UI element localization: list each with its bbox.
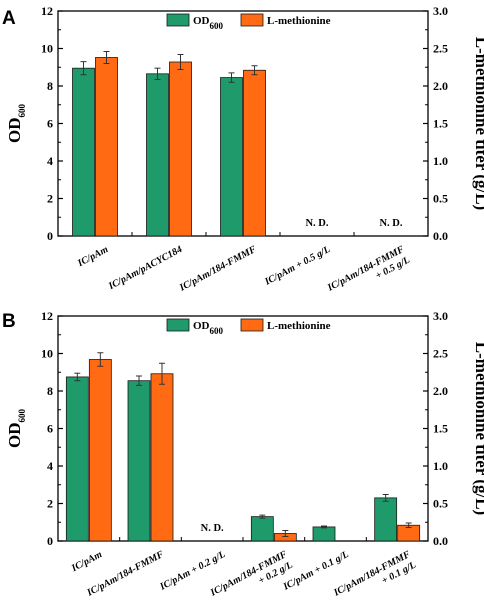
chart-panel-B: B 0 2 4 6 8 10 12 0.0 0.5 1.0 1.5 2.0 2.5 3.0 OD600 L-me… [2, 309, 484, 599]
left-tick-label: 4 [47, 459, 53, 473]
left-tick-label: 0 [47, 534, 53, 548]
bar [146, 73, 169, 237]
category-label: IC/pAm/pACYC184 [106, 244, 184, 293]
right-tick-label: 1.0 [433, 154, 448, 168]
right-tick-label: 0.5 [433, 192, 448, 206]
bar [374, 497, 398, 542]
bar [312, 526, 336, 542]
left-tick-label: 0 [47, 229, 53, 243]
right-tick-label: 2.0 [433, 79, 448, 93]
right-tick-label: 3.0 [433, 309, 448, 323]
left-tick-label: 2 [47, 192, 53, 206]
bar [95, 57, 118, 237]
bar [88, 359, 112, 542]
right-tick-label: 1.0 [433, 459, 448, 473]
right-tick-label: 1.5 [433, 117, 448, 131]
legend-label: OD600 [193, 320, 224, 336]
legend-swatch [240, 318, 264, 332]
not-detected-label: N. D. [379, 218, 402, 229]
bar [250, 516, 274, 542]
left-tick-label: 12 [41, 4, 53, 18]
right-axis-title: L-methionine titer (g/L) [472, 342, 484, 515]
bar [243, 69, 266, 237]
bar [65, 376, 89, 542]
category-label: IC/pAm [69, 549, 104, 575]
not-detected-label: N. D. [201, 523, 224, 534]
legend-label: L-methionine [267, 320, 331, 332]
left-tick-label: 12 [41, 309, 53, 323]
legend-swatch [166, 13, 190, 27]
category-label: IC/pAm/184-FMMF [177, 244, 258, 294]
left-axis-title: OD600 [5, 104, 27, 144]
left-tick-label: 2 [47, 497, 53, 511]
left-tick-label: 10 [41, 347, 53, 361]
left-tick-label: 10 [41, 42, 53, 56]
right-tick-label: 0.0 [433, 229, 448, 243]
right-axis-title: L-methionine titer (g/L) [472, 37, 484, 210]
bar [127, 380, 151, 542]
category-label: IC/pAm/184-FMMF+ 0.5 g/L [325, 244, 412, 305]
right-tick-label: 2.0 [433, 384, 448, 398]
plot-frame [57, 315, 429, 542]
right-tick-label: 0.5 [433, 497, 448, 511]
left-tick-label: 4 [47, 154, 53, 168]
legend: OD600 L-methionine [166, 318, 331, 336]
not-detected-label: N. D. [305, 218, 328, 229]
panel-letter: A [2, 8, 16, 29]
legend-swatch [240, 13, 264, 27]
left-axis-title: OD600 [5, 409, 27, 449]
left-tick-label: 8 [47, 384, 53, 398]
bar [150, 373, 174, 542]
category-label: IC/pAm [75, 244, 110, 270]
right-tick-label: 1.5 [433, 422, 448, 436]
bar [72, 67, 95, 237]
chart-panel-A: A 0 2 4 6 8 10 12 0.0 0.5 1.0 1.5 2.0 2.5 3.0 OD600 L-me… [2, 4, 484, 305]
left-tick-label: 6 [47, 117, 53, 131]
right-tick-label: 0.0 [433, 534, 448, 548]
left-tick-label: 6 [47, 422, 53, 436]
legend: OD600 L-methionine [166, 13, 331, 31]
category-label: IC/pAm + 0.5 g/L [262, 244, 332, 288]
right-tick-label: 3.0 [433, 4, 448, 18]
panel-letter: B [2, 311, 16, 332]
left-tick-label: 8 [47, 79, 53, 93]
bar [220, 77, 243, 237]
legend-label: OD600 [193, 15, 224, 31]
right-tick-label: 2.5 [433, 42, 448, 56]
bar [169, 61, 192, 237]
legend-label: L-methionine [267, 15, 331, 27]
legend-swatch [166, 318, 190, 332]
right-tick-label: 2.5 [433, 347, 448, 361]
